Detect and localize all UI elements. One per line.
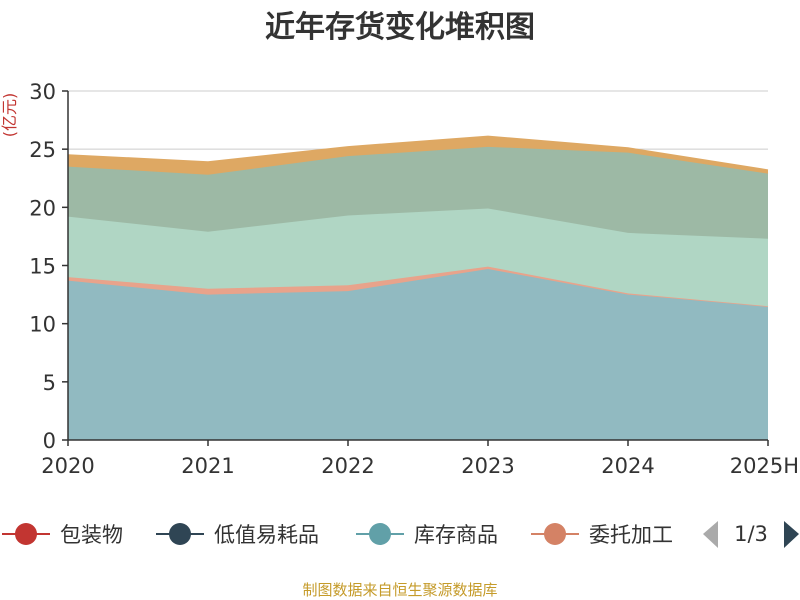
x-tick-label: 2020 [41,454,94,478]
legend-label: 包装物 [60,523,123,547]
y-tick-label: 0 [43,429,56,453]
legend: 包装物 低值易耗品 库存商品 委托加工 [2,523,673,547]
legend-label: 低值易耗品 [214,523,319,547]
y-tick-label: 15 [29,255,56,279]
legend-item-3[interactable]: 库存商品 [356,523,498,547]
y-tick-label: 30 [29,80,56,104]
x-tick-label: 2023 [461,454,514,478]
chart-title: 近年存货变化堆积图 [265,10,535,45]
legend-label: 库存商品 [414,523,498,547]
x-tick-label: 2021 [181,454,234,478]
y-tick-label: 5 [43,371,56,395]
legend-prev-arrow[interactable] [703,521,718,548]
x-tick-labels: 2020 2021 2022 2023 2024 2025H [41,440,799,478]
y-tick-labels: 0 5 10 15 20 25 30 [29,80,56,453]
y-tick-label: 10 [29,313,56,337]
legend-pager: 1/3 [703,521,799,548]
legend-item-1[interactable]: 包装物 [2,523,123,547]
legend-label: 委托加工 [589,523,673,547]
x-tick-label: 2025H [730,454,799,478]
legend-next-arrow[interactable] [784,521,799,548]
legend-page-indicator: 1/3 [734,522,768,546]
legend-marker [169,523,191,545]
legend-marker [15,523,37,545]
y-tick-label: 25 [29,138,56,162]
x-tick-label: 2024 [601,454,654,478]
x-tick-label: 2022 [321,454,374,478]
legend-item-2[interactable]: 低值易耗品 [156,523,319,547]
legend-marker [369,523,391,545]
y-tick-label: 20 [29,196,56,220]
y-axis-unit: (亿元) [0,93,19,138]
area-series [68,136,768,440]
source-footer: 制图数据来自恒生聚源数据库 [302,581,497,599]
legend-marker [544,523,566,545]
legend-item-4[interactable]: 委托加工 [531,523,673,547]
